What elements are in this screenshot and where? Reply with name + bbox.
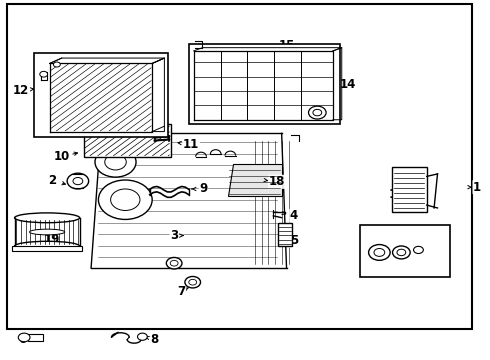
Bar (34, 53, 168, 137)
Circle shape (309, 106, 326, 119)
Text: 1: 1 (473, 181, 481, 194)
Text: 7: 7 (177, 285, 186, 298)
Bar (360, 225, 450, 277)
Text: 3: 3 (170, 229, 178, 242)
Text: 19: 19 (44, 233, 60, 246)
Text: 14: 14 (340, 78, 356, 91)
Text: 13: 13 (58, 107, 75, 120)
Text: 8: 8 (150, 333, 159, 346)
Bar (27, 334, 43, 341)
Text: 12: 12 (13, 84, 29, 97)
Circle shape (166, 257, 182, 269)
Ellipse shape (15, 213, 80, 223)
Circle shape (392, 246, 410, 259)
Circle shape (368, 244, 390, 260)
Text: 10: 10 (53, 150, 70, 163)
Text: 11: 11 (183, 138, 199, 150)
Bar (278, 223, 292, 246)
Text: 9: 9 (199, 183, 208, 195)
Bar (392, 167, 427, 212)
Ellipse shape (29, 229, 65, 235)
Circle shape (313, 109, 322, 116)
Circle shape (138, 333, 147, 340)
Circle shape (397, 249, 406, 256)
Circle shape (185, 276, 200, 288)
Polygon shape (228, 164, 282, 196)
Text: 4: 4 (290, 210, 298, 222)
Circle shape (105, 154, 126, 170)
Ellipse shape (15, 241, 80, 251)
Circle shape (374, 248, 385, 256)
Bar (84, 124, 171, 157)
Text: 18: 18 (269, 175, 285, 188)
Circle shape (53, 62, 60, 67)
Text: 5: 5 (290, 234, 298, 247)
Circle shape (414, 246, 423, 253)
Circle shape (95, 147, 136, 177)
Text: 2: 2 (48, 174, 56, 186)
Circle shape (111, 189, 140, 211)
Circle shape (40, 71, 48, 77)
Circle shape (18, 333, 30, 342)
Circle shape (170, 260, 178, 266)
Bar (189, 44, 340, 125)
Text: 6: 6 (19, 333, 27, 346)
Circle shape (189, 279, 196, 285)
Bar (12, 246, 82, 251)
Text: 15: 15 (278, 39, 294, 52)
Text: 16: 16 (388, 188, 405, 201)
Circle shape (98, 180, 152, 220)
Circle shape (67, 173, 89, 189)
Text: 17: 17 (381, 256, 397, 269)
Circle shape (73, 177, 83, 185)
